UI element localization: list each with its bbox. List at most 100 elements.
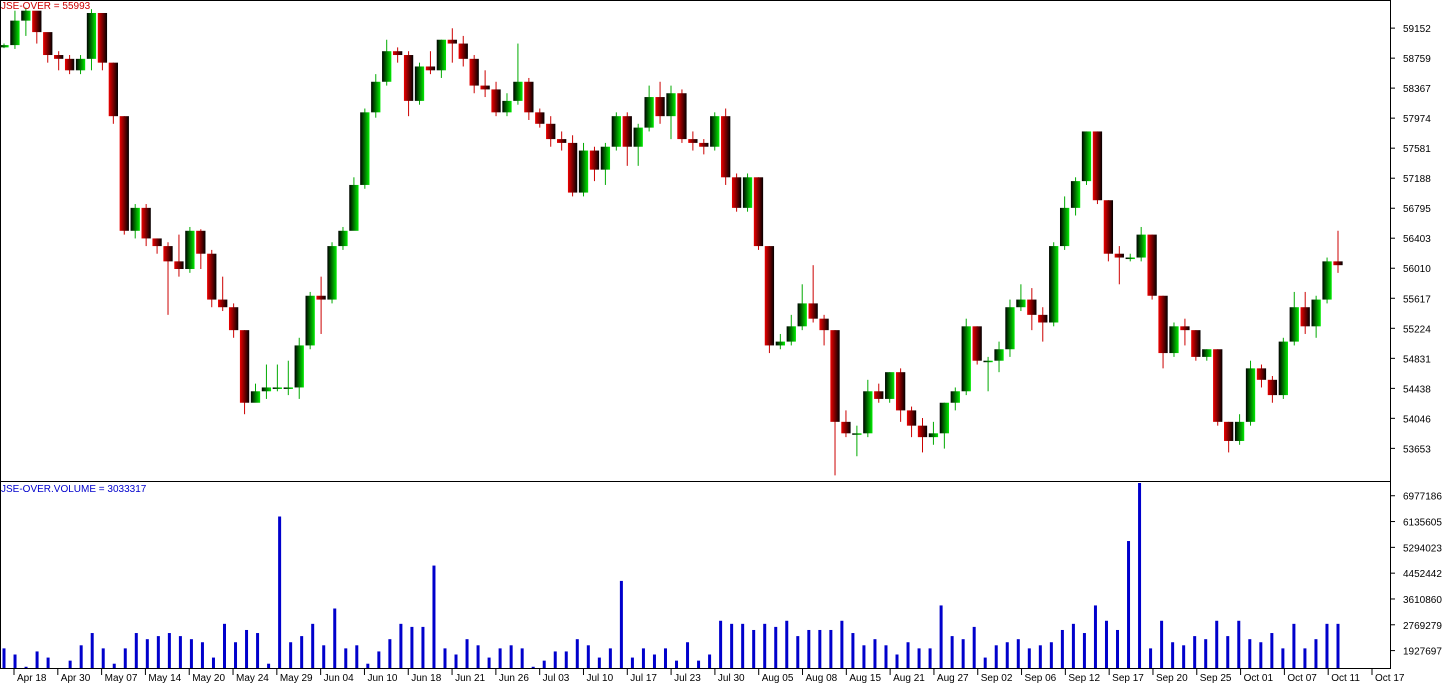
candle <box>961 318 971 396</box>
candle-body <box>1005 307 1015 350</box>
volume-bar <box>123 648 127 668</box>
candle-body <box>666 93 676 117</box>
volume-bar <box>719 620 723 668</box>
candle <box>283 360 293 396</box>
volume-bar <box>498 648 502 668</box>
candle-body <box>43 32 53 56</box>
candle-body <box>1289 307 1299 342</box>
volume-bar <box>399 623 403 668</box>
volume-bar <box>917 648 921 668</box>
date-tick-label: May 24 <box>236 673 269 684</box>
candle-body <box>578 150 589 193</box>
volume-bar <box>509 645 513 668</box>
volume-bar <box>796 636 800 668</box>
volume-bar <box>741 623 745 668</box>
volume-bar <box>1281 648 1285 668</box>
price-tick-label: 56795 <box>1403 204 1431 215</box>
candle-body <box>600 146 611 170</box>
volume-bar <box>388 639 392 668</box>
candle <box>939 402 950 449</box>
candle-body <box>425 66 436 71</box>
candle-body <box>436 39 447 71</box>
candle <box>830 330 840 476</box>
candle-body <box>557 139 567 143</box>
candle <box>97 12 108 71</box>
candle-body <box>316 295 326 300</box>
volume-bar <box>1049 642 1053 668</box>
date-tick-label: Aug 15 <box>849 673 881 684</box>
volume-bar <box>1215 620 1219 668</box>
candle-body <box>1333 261 1343 266</box>
candle-body <box>10 20 20 46</box>
date-tick-label: May 14 <box>148 673 181 684</box>
candle-body <box>305 295 315 346</box>
candle-body <box>994 349 1004 361</box>
candle-body <box>633 127 643 147</box>
candle-body <box>21 10 31 21</box>
candle-body <box>1322 261 1332 300</box>
volume-tick-label: 6135605 <box>1403 518 1442 529</box>
volume-bar <box>2 648 6 668</box>
candle-body <box>239 330 250 403</box>
candle-body <box>830 330 840 422</box>
volume-bar <box>79 645 83 668</box>
candle-body <box>1125 257 1135 260</box>
volume-bar <box>1138 483 1142 668</box>
candle <box>1202 349 1212 361</box>
volume-bar <box>24 666 28 668</box>
volume-bar <box>333 608 337 668</box>
volume-bar <box>818 629 822 668</box>
candle <box>1158 295 1168 369</box>
volume-bar <box>245 629 249 668</box>
candle-body <box>1070 181 1081 208</box>
volume-bar <box>90 633 94 668</box>
candle-body <box>414 66 425 101</box>
candle <box>1180 318 1190 346</box>
candle-body <box>742 177 753 208</box>
candle <box>75 55 86 75</box>
volume-bar <box>663 648 667 668</box>
volume-bar <box>619 580 623 668</box>
volume-bar <box>300 636 304 668</box>
candle <box>163 242 173 315</box>
candle <box>841 410 851 438</box>
volume-bar <box>1038 645 1042 668</box>
volume-bar <box>1336 623 1340 668</box>
volume-bar <box>972 626 976 668</box>
candle-body <box>1027 299 1037 315</box>
candle <box>185 226 195 273</box>
volume-bar <box>1303 648 1307 668</box>
volume-bar <box>311 623 315 668</box>
volume-bar <box>785 620 789 668</box>
candle-body <box>196 230 206 254</box>
volume-bar <box>355 645 359 668</box>
volume-bar <box>675 660 679 668</box>
volume-bar <box>1016 639 1020 668</box>
volume-bar <box>421 626 425 668</box>
volume-bar <box>851 633 855 668</box>
volume-bar <box>950 636 954 668</box>
volume-bar <box>895 654 899 668</box>
volume-bar <box>983 657 987 668</box>
candle <box>589 146 600 182</box>
volume-bar <box>652 654 656 668</box>
candle <box>458 35 468 67</box>
candle <box>218 276 228 312</box>
candle-body <box>895 372 906 411</box>
volume-bar <box>641 648 645 668</box>
volume-bar <box>1226 636 1230 668</box>
candle-body <box>480 85 490 90</box>
candle <box>239 330 250 415</box>
volume-bar <box>200 642 204 668</box>
candle <box>775 333 785 350</box>
volume-bar <box>189 639 193 668</box>
volume-bar <box>1325 623 1329 668</box>
volume-bar <box>597 657 601 668</box>
volume-bar <box>178 636 182 668</box>
candle-body <box>1136 234 1146 258</box>
candle-body <box>731 177 742 208</box>
candle-body <box>294 345 304 388</box>
candle-body <box>152 238 162 247</box>
candle <box>764 246 775 354</box>
candle <box>874 383 884 403</box>
